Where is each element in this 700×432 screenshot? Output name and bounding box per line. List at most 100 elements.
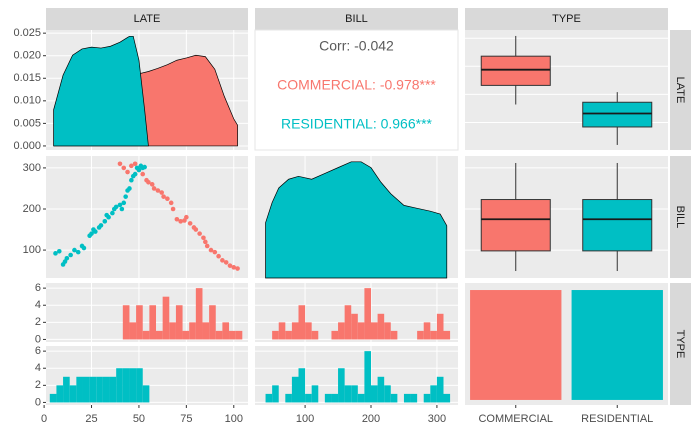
x-tick-label: 100 [225,413,243,425]
point [110,210,115,216]
histogram-bar [76,376,83,403]
bar [571,290,663,400]
histogram-bar [285,393,292,403]
histogram-bar [338,322,345,340]
histogram-bar [235,330,243,340]
x-tick-label: COMMERCIAL [478,413,553,425]
panel-background [46,156,248,278]
y-tick-label: 2 [35,316,41,328]
point [159,190,164,195]
correlation-text: RESIDENTIAL: 0.966*** [281,116,433,132]
point [220,258,225,263]
histogram-bar [331,330,339,340]
point [102,219,108,224]
point [132,171,138,177]
y-tick-label: 0.010 [13,95,41,107]
histogram-bar [291,376,299,403]
point [72,247,77,253]
point [81,245,87,251]
point [231,265,237,270]
point [125,169,130,175]
histogram-bar [436,313,444,340]
point [98,223,104,228]
y-tick-label: 0.020 [13,50,41,62]
density-area [53,35,149,147]
density-area [265,161,448,279]
box [582,199,653,252]
histogram-bar [344,305,352,340]
point [142,164,147,170]
point [155,188,161,193]
histogram-bar [169,322,176,340]
column-strip-label: BILL [345,13,368,25]
point [193,227,199,232]
panel-background [254,29,459,151]
box [480,55,551,86]
histogram-bar [344,385,352,403]
point [117,161,123,167]
histogram-bar [272,330,279,340]
histogram-bar [136,368,143,403]
y-tick-label: 2 [35,379,41,391]
histogram-bar [175,305,183,340]
histogram-bar [338,368,345,403]
histogram-bar [202,322,210,340]
y-tick-label: 0.015 [13,72,41,84]
histogram-bar [298,368,306,403]
histogram-bar [142,385,150,403]
histogram-bar [182,330,190,340]
histogram-bar [291,322,299,340]
histogram-bar [298,305,306,340]
histogram-bar [311,385,319,403]
point [208,247,214,253]
point [187,221,193,226]
histogram-bar [136,305,143,340]
y-tick-label: 4 [35,299,41,311]
box [480,199,551,252]
histogram-bar [371,385,378,403]
histogram-bar [430,330,437,340]
histogram-bar [109,376,117,403]
row-strip-label: BILL [674,206,686,229]
point [151,186,157,191]
histogram-bar [305,393,312,403]
point [149,182,155,187]
bar [470,290,562,400]
histogram-bar [423,322,431,340]
histogram-bar [82,376,90,403]
point [127,186,132,191]
histogram-bar [122,368,130,403]
point [132,161,138,167]
x-tick-label: 0 [41,413,47,425]
row-strip [670,156,691,278]
row-strip-label: TYPE [674,330,686,359]
point [197,231,202,236]
histogram-bar [102,376,110,403]
point [204,243,210,249]
point [121,200,127,206]
histogram-bar [129,368,137,403]
point [146,179,151,185]
y-tick-label: 6 [35,345,41,357]
histogram-bar [331,393,339,403]
histogram-bar [364,351,371,403]
row-strip-label: LATE [674,77,686,104]
point [93,229,98,234]
histogram-bar [142,330,150,340]
point [117,202,123,208]
histogram-bar [357,393,365,403]
histogram-bar [410,393,418,403]
y-tick-label: 0.025 [13,27,41,39]
point [161,194,166,199]
histogram-bar [285,330,292,340]
histogram-bar [403,393,411,403]
y-tick-label: 100 [23,244,41,256]
histogram-bar [122,305,130,340]
histogram-bar [272,385,279,403]
histogram-bar [56,385,64,403]
histogram-bar [430,385,437,403]
point [168,200,174,206]
x-tick-label: 25 [85,413,97,425]
